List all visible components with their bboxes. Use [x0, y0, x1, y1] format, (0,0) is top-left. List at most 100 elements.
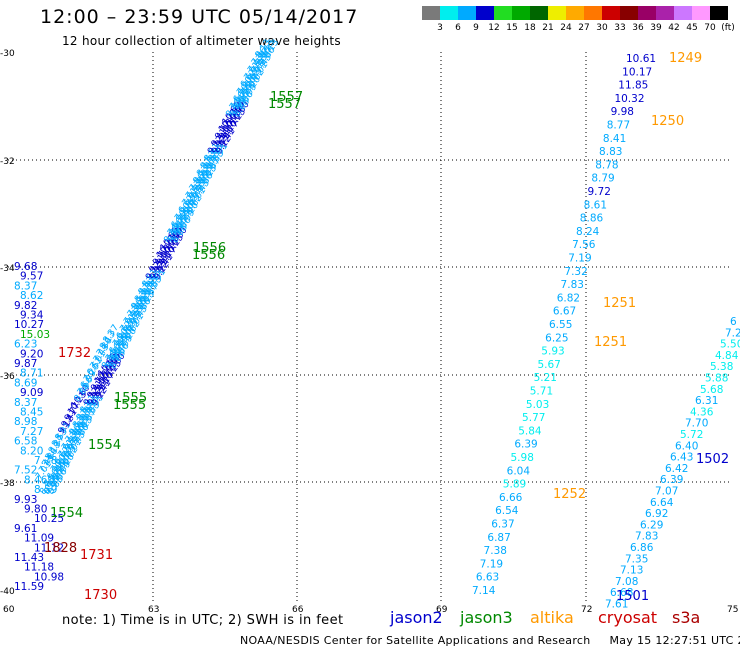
swh-value: 5.88	[705, 373, 728, 385]
swh-value: 8.71	[20, 368, 43, 380]
colorbar-swatch	[584, 6, 602, 20]
swh-value: 9.61	[14, 523, 37, 535]
colorbar-label: 12	[488, 23, 500, 33]
swh-value: 6.23	[14, 339, 37, 351]
swh-value: 8.24	[576, 226, 600, 238]
swh-value: 6.92	[645, 508, 668, 520]
swh-value: 8.59	[34, 484, 57, 496]
swh-value: 6.58	[14, 436, 37, 448]
time-label: 1557	[270, 90, 303, 105]
swh-value: 6.67	[553, 306, 576, 318]
time-label: 1252	[553, 487, 586, 502]
swh-value: 6.63	[476, 572, 499, 584]
colorbar-label: 36	[632, 23, 644, 33]
swh-value: 6.87	[487, 532, 510, 544]
swh-value: 11.43	[14, 552, 44, 564]
swh-value: 5.67	[537, 359, 560, 371]
swh-value: 10.25	[34, 513, 64, 525]
colorbar-label: 24	[560, 23, 572, 33]
legend-cryosat: cryosat	[598, 608, 658, 627]
swh-value: 7.56	[572, 239, 596, 251]
swh-value: 10.61	[626, 53, 656, 65]
swh-value: 5.21	[534, 372, 557, 384]
swh-value: 9.93	[14, 494, 37, 506]
lat-label: -30	[0, 49, 15, 59]
swh-value: 6	[730, 316, 737, 328]
swh-value: 9.87	[14, 358, 37, 370]
colorbar-swatch	[566, 6, 584, 20]
colorbar-label: 21	[542, 23, 554, 33]
swh-value: 9.82	[14, 300, 37, 312]
swh-value: 7.19	[568, 253, 591, 265]
swh-value: 4.84	[715, 350, 739, 362]
swh-value: 9.98	[611, 106, 634, 118]
time-label: 1732	[58, 346, 91, 361]
swh-value: 7.52	[14, 465, 37, 477]
swh-value: 8.98	[14, 416, 37, 428]
swh-value: 6.42	[665, 463, 688, 475]
lat-label: -40	[0, 587, 15, 597]
swh-value: 6.66	[499, 492, 523, 504]
swh-value: 8.78	[595, 159, 618, 171]
swh-value: 6.54	[495, 505, 519, 517]
colorbar-swatch	[530, 6, 548, 20]
swh-value: 8.61	[584, 199, 607, 211]
swh-value: 7.19	[480, 558, 503, 570]
lat-label: -32	[0, 157, 15, 167]
colorbar-label: (ft)	[721, 23, 735, 33]
footer-credit: NOAA/NESDIS Center for Satellite Applica…	[240, 634, 740, 647]
page-subtitle: 12 hour collection of altimeter wave hei…	[62, 34, 341, 48]
swh-value: 6.86	[630, 542, 654, 554]
swh-value: 10.17	[622, 66, 652, 78]
swh-value: 9.09	[20, 387, 43, 399]
colorbar-label: 39	[650, 23, 662, 33]
swh-value: 6.29	[640, 519, 663, 531]
legend-jason2: jason2	[390, 608, 443, 627]
colorbar	[422, 6, 728, 20]
lon-label: 63	[148, 605, 159, 615]
colorbar-swatch	[602, 6, 620, 20]
colorbar-swatch	[494, 6, 512, 20]
swh-value: 15.03	[20, 329, 50, 341]
swh-value: 9.20	[20, 348, 43, 360]
swh-value: 6.40	[675, 440, 698, 452]
colorbar-swatch	[656, 6, 674, 20]
colorbar-swatch	[458, 6, 476, 20]
lat-label: -34	[0, 264, 15, 274]
swh-value: 8.69	[14, 377, 37, 389]
swh-value: 6.82	[557, 292, 580, 304]
legend-jason3: jason3	[460, 608, 513, 627]
colorbar-swatch	[710, 6, 728, 20]
colorbar-label: 3	[437, 23, 443, 33]
swh-value: 5.89	[503, 479, 526, 491]
swh-value: 6.39	[514, 439, 537, 451]
legend-altika: altika	[530, 608, 574, 627]
swh-value: 11.85	[618, 80, 648, 92]
swh-value: 5.50	[720, 339, 740, 351]
swh-value: 7.27	[20, 426, 43, 438]
colorbar-swatch	[620, 6, 638, 20]
swh-value: 5.03	[526, 399, 549, 411]
swh-value: 7.70	[685, 418, 708, 430]
swh-value: 11.12	[34, 542, 64, 554]
swh-value: 5.68	[700, 384, 723, 396]
time-label: 1556	[192, 248, 225, 263]
time-label: 1554	[88, 438, 121, 453]
colorbar-swatch	[476, 6, 494, 20]
lon-label: 69	[436, 605, 448, 615]
swh-value: 6.68	[610, 587, 633, 599]
swh-value: 6.37	[491, 519, 514, 531]
swh-value: 11.09	[24, 533, 54, 545]
swh-value: 6.04	[507, 465, 531, 477]
lat-label: -38	[0, 479, 15, 489]
colorbar-label: 42	[668, 23, 680, 33]
lon-label: 75	[727, 605, 738, 615]
time-label: 1555	[114, 391, 147, 406]
colorbar-label: 15	[506, 23, 518, 33]
legend-s3a: s3a	[672, 608, 701, 627]
swh-value: 5.93	[541, 346, 564, 358]
page-title: 12:00 – 23:59 UTC 05/14/2017	[40, 6, 359, 28]
swh-value: 7.13	[620, 565, 643, 577]
swh-value: 7.35	[625, 553, 648, 565]
